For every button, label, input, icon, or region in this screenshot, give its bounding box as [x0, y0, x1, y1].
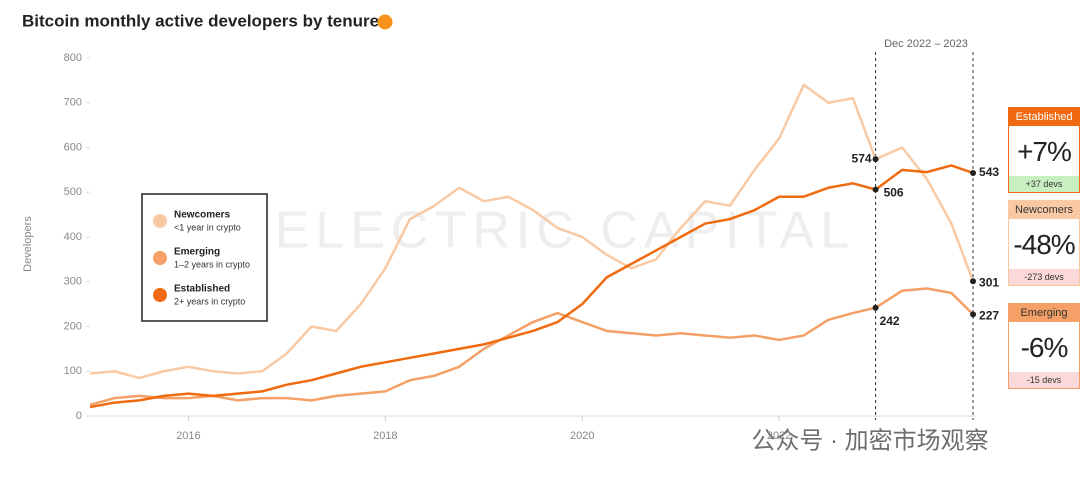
callout-change: -48%: [1013, 229, 1075, 260]
y-tick-label: 500: [64, 186, 82, 198]
point-label: 227: [979, 309, 999, 323]
bitcoin-icon: [377, 14, 393, 30]
legend-swatch: [153, 288, 167, 302]
callout: Established +7% +37 devs: [1008, 107, 1080, 193]
footer-watermark: 公众号 · 加密市场观察: [751, 427, 988, 454]
y-tick-label: 100: [64, 365, 82, 377]
y-tick-label: 400: [64, 231, 82, 243]
x-tick-label: 2016: [176, 430, 200, 442]
point-marker: [872, 156, 879, 163]
point-label: 574: [852, 151, 872, 165]
callout: Newcomers -48% -273 devs: [1008, 200, 1080, 286]
y-tick-label: 300: [64, 276, 82, 288]
point-marker: [872, 186, 879, 193]
y-tick-label: 700: [64, 97, 82, 109]
legend-description: 2+ years in crypto: [174, 296, 245, 306]
period-label: Dec 2022 – 2023: [884, 38, 968, 50]
x-tick-label: 2020: [570, 430, 594, 442]
point-marker: [970, 311, 977, 318]
legend-description: <1 year in crypto: [174, 222, 241, 232]
point-label: 506: [884, 186, 904, 200]
series-line: [89, 83, 975, 380]
legend-name: Emerging: [174, 247, 220, 258]
y-tick-label: 200: [64, 320, 82, 332]
series-line: [89, 164, 974, 409]
chart-title: Bitcoin monthly active developers by ten…: [22, 11, 379, 30]
callout-change: +7%: [1017, 136, 1072, 167]
point-marker: [970, 170, 977, 177]
callout: Emerging -6% -15 devs: [1008, 303, 1080, 389]
callout-devs: -15 devs: [1009, 372, 1079, 388]
point-marker: [970, 278, 977, 285]
legend-name: Established: [174, 284, 230, 295]
callout-change: -6%: [1020, 332, 1069, 363]
callout-devs: +37 devs: [1009, 176, 1079, 192]
legend-description: 1–2 years in crypto: [174, 259, 250, 269]
x-tick-label: 2018: [373, 430, 397, 442]
callout-devs: -273 devs: [1009, 269, 1079, 285]
series-line: [89, 287, 974, 407]
callout-label: Newcomers: [1009, 201, 1079, 219]
legend-swatch: [153, 251, 167, 265]
callout-label: Established: [1009, 108, 1079, 126]
y-tick-label: 0: [76, 410, 82, 422]
y-axis-label: Developers: [22, 216, 34, 272]
point-label: 543: [979, 165, 999, 179]
point-label: 242: [880, 314, 900, 328]
y-tick-label: 600: [64, 141, 82, 153]
legend-name: Newcomers: [174, 210, 231, 221]
point-marker: [872, 304, 879, 311]
callout-label: Emerging: [1009, 304, 1079, 322]
point-label: 301: [979, 275, 999, 289]
x-tick-label: 2022: [767, 430, 791, 442]
legend-swatch: [153, 214, 167, 228]
y-tick-label: 800: [64, 52, 82, 64]
